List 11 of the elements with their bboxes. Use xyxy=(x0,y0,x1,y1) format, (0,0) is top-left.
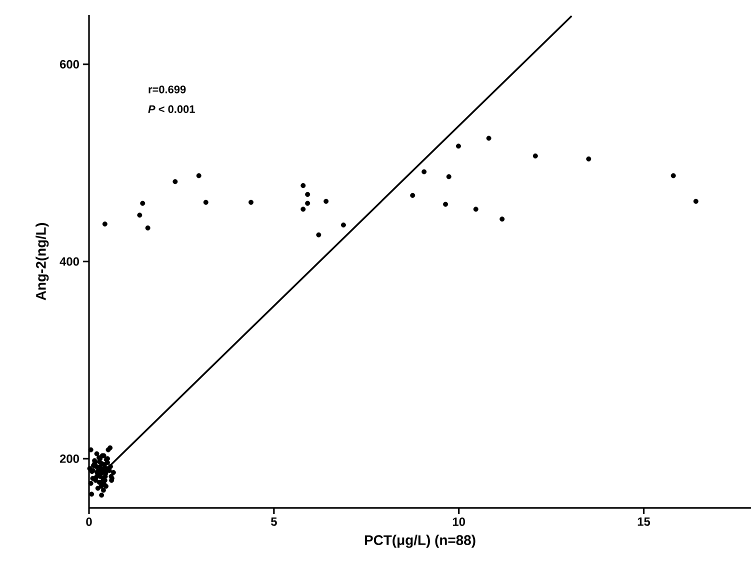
y-tick-label: 200 xyxy=(60,454,79,463)
annotation: P < 0.001 xyxy=(148,105,195,114)
x-tick-label: 15 xyxy=(638,518,650,526)
y-axis-title: Ang-2(ng/L) xyxy=(36,223,49,300)
x-tick-label: 10 xyxy=(452,518,465,526)
y-tick-label: 400 xyxy=(60,257,79,266)
x-tick-label: 5 xyxy=(270,518,277,526)
annotation: r=0.699 xyxy=(148,86,186,94)
x-axis-title: PCT(μg/L) (n=88) xyxy=(364,534,476,548)
y-tick-label: 600 xyxy=(60,60,79,69)
x-tick-label: 0 xyxy=(86,518,92,526)
